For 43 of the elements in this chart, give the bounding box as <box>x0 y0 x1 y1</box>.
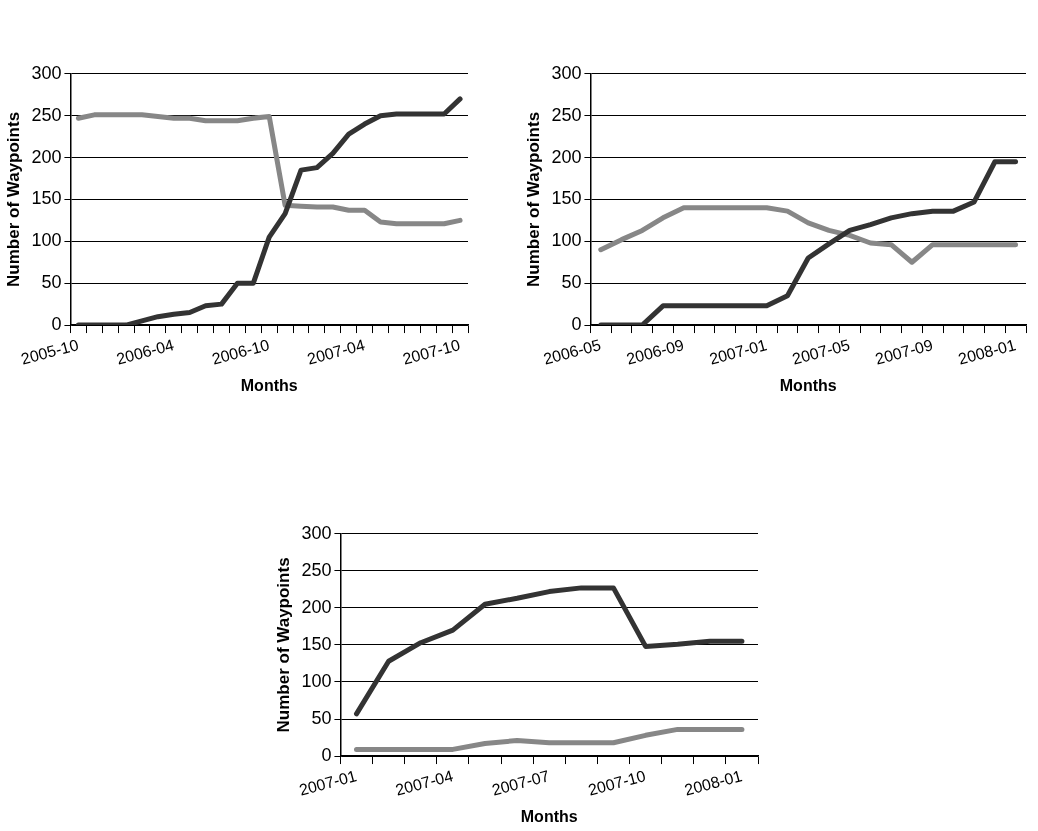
y-tick-label: 150 <box>301 633 332 654</box>
y-tick-label: 100 <box>551 230 582 251</box>
y-tick-label: 200 <box>301 596 332 617</box>
x-tick-label: 2008-01 <box>956 336 1018 368</box>
y-tick-label: 200 <box>31 146 62 167</box>
x-tick-label: 2006-10 <box>210 336 272 368</box>
x-tick-label: 2008-01 <box>682 767 744 799</box>
x-tick-label: 2007-04 <box>305 336 367 368</box>
y-tick-label: 200 <box>551 146 582 167</box>
y-tick-label: 0 <box>51 314 62 335</box>
y-tick-label: 0 <box>321 745 332 766</box>
y-tick-label: 50 <box>561 272 582 293</box>
y-tick-label: 300 <box>551 62 582 83</box>
x-tick-label: 2006-09 <box>624 336 686 368</box>
x-tick-label: 2006-04 <box>114 336 176 368</box>
y-tick-label: 50 <box>311 707 332 728</box>
y-axis-title: Number of Waypoints <box>3 111 23 287</box>
y-tick-label: 100 <box>301 670 332 691</box>
y-tick-label: 150 <box>31 188 62 209</box>
y-axis-title: Number of Waypoints <box>273 557 293 733</box>
x-axis-title: Months <box>779 376 837 394</box>
y-tick-label: 50 <box>41 272 62 293</box>
x-tick-label: 2007-01 <box>707 336 769 368</box>
y-axis-title: Number of Waypoints <box>523 111 543 287</box>
y-tick-label: 150 <box>551 188 582 209</box>
x-tick-label: 2006-05 <box>541 336 603 368</box>
y-tick-label: 300 <box>31 62 62 83</box>
x-tick-label: 2005-10 <box>19 336 81 368</box>
x-tick-label: 2007-01 <box>297 767 359 799</box>
x-tick-label: 2007-09 <box>873 336 935 368</box>
y-tick-label: 250 <box>301 559 332 580</box>
x-tick-label: 2007-07 <box>490 767 552 799</box>
x-tick-label: 2007-10 <box>586 767 648 799</box>
x-tick-label: 2007-10 <box>400 336 463 368</box>
x-tick-label: 2007-04 <box>393 767 455 799</box>
y-tick-label: 250 <box>31 104 62 125</box>
y-tick-label: 0 <box>571 314 582 335</box>
x-axis-title: Months <box>520 807 578 825</box>
y-tick-label: 100 <box>31 230 62 251</box>
x-axis-title: Months <box>240 376 298 394</box>
y-tick-label: 300 <box>301 522 332 543</box>
y-tick-label: 250 <box>551 104 582 125</box>
x-tick-label: 2007-05 <box>790 336 852 368</box>
